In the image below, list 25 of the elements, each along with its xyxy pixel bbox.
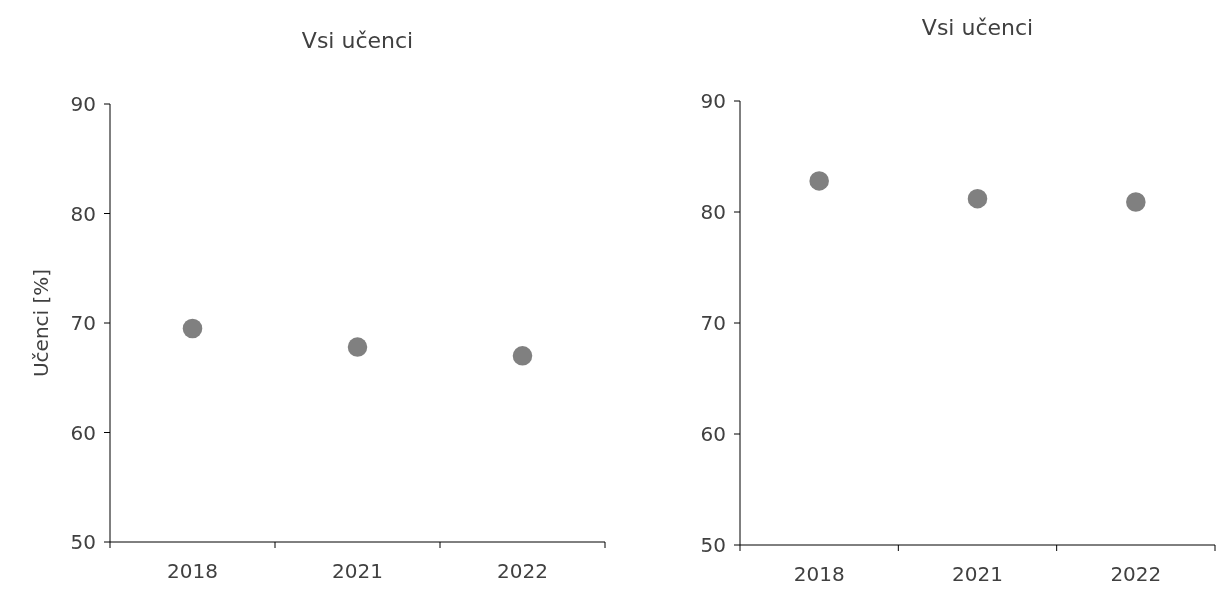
y-tick-label: 50 [700,533,726,557]
x-tick-label: 2021 [332,559,383,583]
point [512,346,533,366]
y-tick-label: 70 [700,311,726,335]
chart-title: Vsi učenci [921,15,1034,40]
x-tick-label: 2021 [952,562,1003,586]
y-tick-label: 60 [700,422,726,446]
point [967,188,988,209]
x-tick-label: 2018 [167,559,218,583]
x-tick-label: 2022 [1110,562,1162,586]
y-axis-title: Učenci [%] [29,268,53,378]
point [1126,192,1146,212]
y-tick-label: 70 [70,311,96,335]
y-tick-label: 80 [70,201,96,226]
y-tick-label: 50 [70,530,96,554]
x-tick-label: 2022 [497,559,548,583]
point [809,171,829,191]
x-tick-label: 2018 [793,562,845,586]
chart-title: Vsi učenci [301,28,414,53]
y-tick-label: 90 [700,89,726,113]
point [182,318,203,339]
y-tick-label: 90 [70,92,96,116]
point [347,337,368,357]
y-tick-label: 80 [700,200,726,224]
y-tick-label: 60 [70,420,96,445]
